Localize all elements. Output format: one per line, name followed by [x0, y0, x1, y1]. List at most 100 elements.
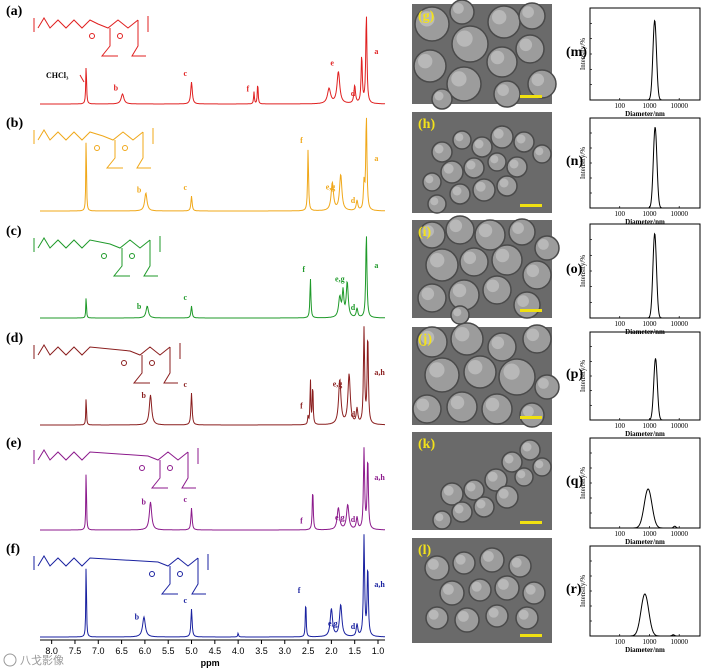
panel-label: (g)	[418, 9, 435, 24]
peak-label: c	[184, 183, 188, 192]
peak-label: c	[184, 293, 188, 302]
sphere-highlight	[497, 84, 509, 96]
peak-label: d	[351, 410, 356, 419]
sphere-highlight	[452, 186, 462, 196]
sphere-highlight	[509, 159, 519, 169]
tick-label: 1.0	[372, 646, 385, 656]
peak-label: a	[374, 154, 378, 163]
sphere-highlight	[512, 222, 524, 234]
sphere-highlight	[474, 139, 484, 149]
tick-label: 7.5	[69, 646, 82, 656]
peak-label: d	[351, 622, 356, 631]
sphere-highlight	[518, 609, 529, 620]
sphere-highlight	[498, 579, 509, 590]
x-tick-label: 1000	[642, 530, 657, 538]
x-tick-label: 10000	[670, 422, 688, 430]
sphere-highlight	[429, 362, 445, 378]
sphere-highlight	[453, 308, 462, 317]
sphere-highlight	[486, 279, 500, 293]
distribution-curve	[591, 19, 699, 101]
peak-label: d	[351, 303, 356, 312]
sphere-highlight	[491, 336, 505, 350]
oxygen-atom	[121, 360, 127, 366]
backbone	[37, 17, 139, 29]
sphere-highlight	[443, 584, 454, 595]
sphere-highlight	[503, 363, 520, 380]
tick-label: 5.0	[185, 646, 198, 656]
sphere-highlight	[463, 251, 477, 265]
nmr-spectrum-d: (d) b c f e,g d a,h	[6, 326, 385, 426]
scale-bar	[520, 416, 542, 419]
oxygen-atom	[89, 33, 95, 39]
sphere-highlight	[522, 6, 534, 18]
molecule-structure	[33, 236, 161, 277]
tick-label: 6.5	[115, 646, 128, 656]
x-axis-label: Diameter/nm	[625, 538, 665, 546]
peak-label: f	[298, 586, 301, 595]
sphere-highlight	[452, 283, 467, 298]
sphere-highlight	[495, 248, 510, 263]
distribution-curve	[591, 593, 699, 637]
sphere-highlight	[434, 91, 444, 101]
tbutyl-group	[136, 132, 151, 169]
sphere-highlight	[443, 163, 454, 174]
sphere-highlight	[517, 470, 526, 479]
peak-label: e,g	[335, 513, 345, 522]
tbutyl-group	[100, 28, 118, 57]
distribution-curve	[591, 127, 699, 209]
plot-frame	[589, 7, 701, 101]
panel-label: (q)	[566, 474, 583, 489]
plot-frame	[589, 223, 701, 319]
sphere-highlight	[456, 30, 473, 47]
plot-frame	[589, 437, 701, 529]
y-axis-label: Intensity/%	[579, 467, 587, 499]
distribution-curve	[591, 488, 699, 529]
sphere-highlight	[428, 609, 439, 620]
tbutyl-group	[160, 566, 178, 595]
sphere-highlight	[455, 554, 466, 565]
sphere-highlight	[490, 50, 505, 65]
spectrum-line	[40, 534, 385, 638]
spectrum-line	[40, 447, 385, 531]
y-axis-label: Intensity/%	[579, 360, 587, 392]
spectrum-line	[40, 236, 385, 319]
x-tick-label: 10000	[670, 210, 688, 218]
sphere-highlight	[490, 155, 499, 164]
peak-label: e,g	[326, 183, 336, 192]
backbone	[37, 555, 199, 567]
sphere-highlight	[525, 584, 536, 595]
peak-label: f	[302, 265, 305, 274]
sphere-highlight	[422, 225, 434, 237]
molecule-structure	[33, 128, 154, 169]
tbutyl-group	[191, 558, 206, 595]
sphere-highlight	[453, 2, 464, 14]
peak-label: e,g	[335, 274, 345, 283]
nmr-spectrum-a: (a) b c f e d a	[6, 4, 386, 105]
x-tick-label: 100	[614, 638, 625, 646]
x-axis-label: Diameter/nm	[625, 110, 665, 118]
sphere-highlight	[485, 397, 500, 412]
panel-label: (d)	[6, 331, 23, 346]
sphere-highlight	[443, 485, 454, 496]
scale-bar	[520, 204, 542, 207]
panel-label: (r)	[566, 582, 582, 597]
x-tick-label: 100	[614, 210, 625, 218]
distribution-curve	[591, 232, 699, 319]
oxygen-atom	[149, 360, 155, 366]
oxygen-atom	[167, 465, 173, 471]
sphere-highlight	[483, 551, 494, 562]
peak-label: b	[142, 498, 147, 507]
sphere-highlight	[468, 360, 483, 375]
x-axis-label: Diameter/nm	[625, 646, 665, 654]
peak-label: b	[137, 302, 142, 311]
oxygen-atom	[122, 145, 128, 151]
backbone	[37, 237, 151, 249]
peak-label: a,h	[374, 580, 385, 589]
tick-label: 2.0	[325, 646, 338, 656]
x-axis-label: Diameter/nm	[625, 430, 665, 438]
sphere-highlight	[454, 504, 464, 514]
sphere-highlight	[498, 488, 509, 499]
sphere-highlight	[458, 611, 469, 622]
